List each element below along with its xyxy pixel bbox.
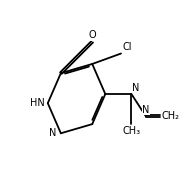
Text: N: N bbox=[49, 128, 56, 138]
Text: HN: HN bbox=[30, 98, 44, 108]
Text: CH₃: CH₃ bbox=[122, 126, 140, 136]
Text: Cl: Cl bbox=[122, 42, 132, 52]
Text: N: N bbox=[132, 83, 139, 93]
Text: CH₂: CH₂ bbox=[162, 111, 179, 121]
Text: N: N bbox=[142, 105, 150, 115]
Text: O: O bbox=[88, 30, 96, 40]
